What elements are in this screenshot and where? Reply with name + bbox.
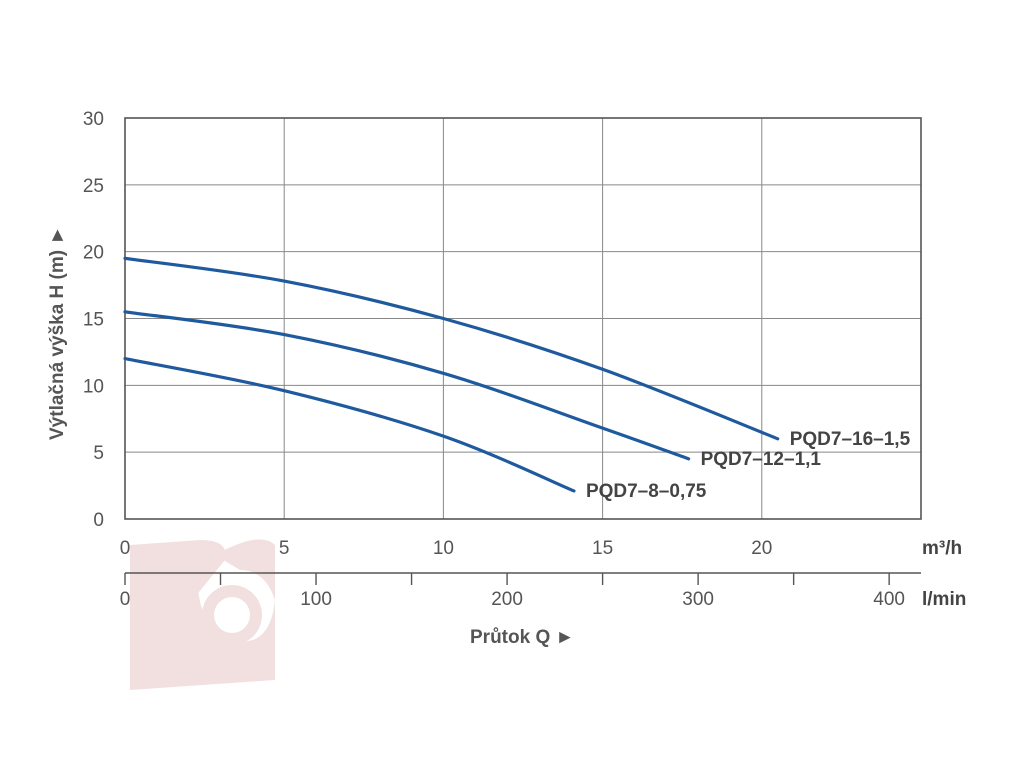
x2-tick-label: 100 bbox=[300, 589, 332, 610]
y-tick-label: 15 bbox=[83, 310, 104, 331]
x2-unit-label: l/min bbox=[922, 589, 966, 610]
series-line bbox=[123, 357, 576, 493]
y-tick-labels: 0 5 10 15 20 25 30 bbox=[83, 109, 104, 531]
x2-tick-label: 300 bbox=[682, 589, 714, 610]
y-tick-label: 25 bbox=[83, 176, 104, 197]
y-tick-label: 20 bbox=[83, 243, 104, 264]
x-unit-label: m³/h bbox=[922, 538, 962, 559]
x-tick-label: 20 bbox=[751, 538, 772, 559]
series-label: PQD7–8–0,75 bbox=[586, 481, 707, 502]
plot-frame bbox=[124, 117, 922, 520]
y-axis-title: Výtlačná výška H (m) ► bbox=[47, 226, 68, 440]
x-tick-label: 0 bbox=[120, 538, 131, 559]
series-line bbox=[123, 256, 780, 441]
x-tick-label: 10 bbox=[433, 538, 454, 559]
series-line bbox=[123, 310, 691, 461]
y-tick-label: 5 bbox=[93, 443, 104, 464]
x-tick-labels: 0 5 10 15 20 bbox=[120, 538, 773, 559]
series-label: PQD7–16–1,5 bbox=[790, 429, 911, 450]
x2-tick-layer: 0 100 200 300 400 bbox=[120, 573, 905, 610]
x2-tick-label: 0 bbox=[120, 589, 131, 610]
y-tick-label: 10 bbox=[83, 376, 104, 397]
x2-tick-label: 400 bbox=[873, 589, 905, 610]
x-tick-label: 15 bbox=[592, 538, 613, 559]
y-tick-label: 30 bbox=[83, 109, 104, 130]
x-axis-title: Průtok Q ► bbox=[470, 627, 574, 648]
y-tick-label: 0 bbox=[93, 510, 104, 531]
x-tick-label: 5 bbox=[279, 538, 290, 559]
x2-tick-label: 200 bbox=[491, 589, 523, 610]
series-label: PQD7–12–1,1 bbox=[701, 449, 822, 470]
company-logo-icon bbox=[130, 539, 275, 690]
